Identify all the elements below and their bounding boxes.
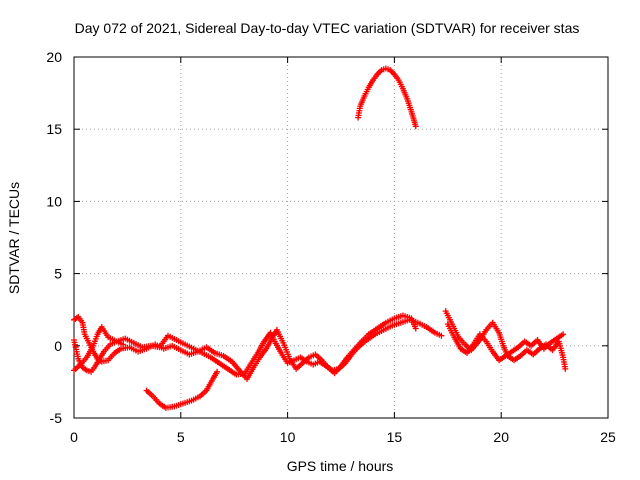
y-tick-label: 0 xyxy=(54,338,62,354)
data-point xyxy=(412,325,419,332)
data-point xyxy=(560,331,567,338)
data-point xyxy=(120,341,127,348)
x-tick-label: 15 xyxy=(387,429,403,445)
plot-frame xyxy=(73,56,609,419)
chart-title: Day 072 of 2021, Sidereal Day-to-day VTE… xyxy=(75,20,580,36)
y-tick-label: 20 xyxy=(46,49,62,65)
x-axis-label: GPS time / hours xyxy=(287,458,394,474)
y-tick-label: 10 xyxy=(46,193,62,209)
data-point xyxy=(412,123,419,130)
data-point xyxy=(438,332,445,339)
series-band-e xyxy=(444,321,567,364)
data-point xyxy=(562,365,569,372)
y-axis-label: SDTVAR / TECUs xyxy=(6,182,22,294)
plot-border xyxy=(73,56,609,419)
series-arc-low xyxy=(143,368,221,411)
series-band-c xyxy=(71,337,127,375)
data-marks xyxy=(71,65,569,411)
y-tick-label: 5 xyxy=(54,266,62,282)
x-tick-label: 5 xyxy=(177,429,185,445)
series-band-b xyxy=(71,316,445,378)
x-tick-label: 10 xyxy=(280,429,296,445)
y-tick-label: 15 xyxy=(46,121,62,137)
y-tick-label: -5 xyxy=(50,410,63,426)
x-tick-label: 25 xyxy=(600,429,616,445)
axis-ticks: 0 5 10 15 20 25 -5 0 5 10 15 20 xyxy=(46,49,616,445)
series-arc-high xyxy=(355,65,419,130)
x-tick-label: 20 xyxy=(493,429,509,445)
data-point xyxy=(214,368,221,375)
x-tick-label: 0 xyxy=(70,429,78,445)
